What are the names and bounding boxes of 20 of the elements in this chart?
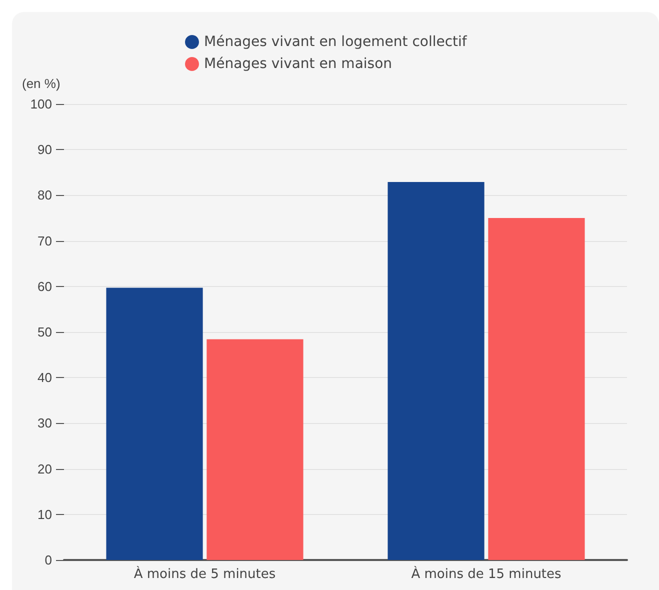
bar (106, 288, 203, 560)
y-tick-label: 10 (38, 506, 52, 522)
bar (388, 182, 484, 560)
y-tick-label: 60 (38, 278, 52, 294)
y-tick-label: 40 (38, 370, 52, 386)
x-tick-label: À moins de 5 minutes (134, 565, 276, 582)
bar (206, 339, 304, 560)
y-tick-label: 100 (30, 96, 52, 112)
y-tick-label: 90 (38, 142, 52, 158)
y-tick-label: 30 (38, 416, 52, 431)
x-tick-label: À moins de 15 minutes (411, 565, 562, 582)
legend-label: Ménages vivant en maison (204, 56, 392, 72)
y-axis-title: (en %) (22, 76, 60, 91)
y-tick-label: 20 (38, 461, 52, 476)
y-tick-label: 50 (38, 324, 52, 340)
y-tick-label: 70 (38, 233, 52, 248)
y-tick-label: 0 (44, 552, 52, 568)
legend-label: Ménages vivant en logement collectif (204, 34, 468, 50)
y-tick-label: 80 (38, 188, 52, 203)
bar (488, 218, 585, 560)
